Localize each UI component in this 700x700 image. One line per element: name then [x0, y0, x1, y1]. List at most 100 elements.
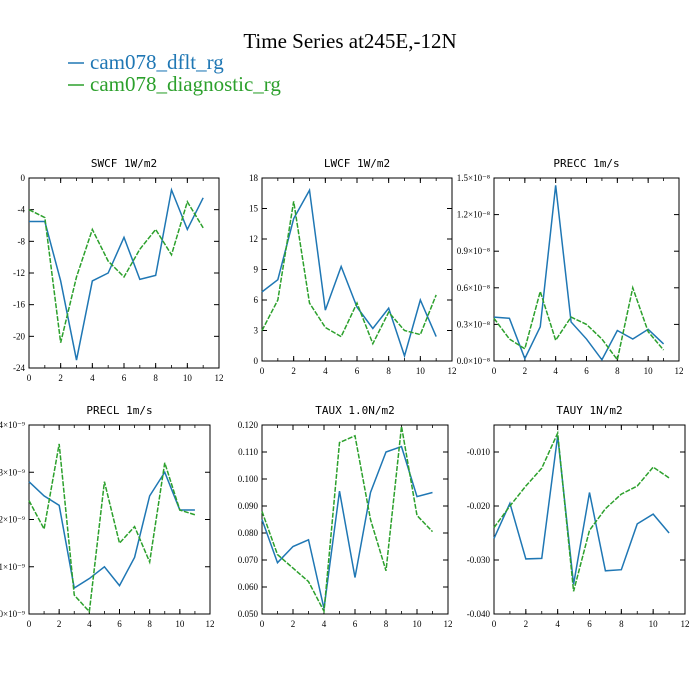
series-line-0 — [493, 435, 670, 585]
figure-legend: cam078_dflt_rg cam078_diagnostic_rg — [68, 50, 281, 96]
x-tick-label: 10 — [183, 373, 193, 383]
y-tick-label: 0.070 — [238, 555, 259, 565]
chart-title: TAUY 1N/m2 — [556, 404, 622, 417]
series-line-0 — [261, 445, 433, 609]
y-tick-label: 1.2×10⁻⁸ — [457, 210, 490, 220]
x-tick-label: 4 — [87, 619, 92, 629]
series-line-1 — [261, 201, 437, 346]
x-tick-label: 8 — [384, 619, 389, 629]
y-tick-label: 0×10⁻⁹ — [0, 609, 25, 619]
series-line-0 — [28, 470, 195, 590]
y-tick-label: 3 — [254, 326, 259, 336]
chart-panel-1: LWCF 1W/m2 0 2 4 6 8 10 12 0 3 6 9 12 15 18 — [249, 157, 457, 376]
plot-frame — [261, 177, 453, 362]
x-tick-label: 8 — [153, 373, 158, 383]
y-tick-label: 0.090 — [238, 501, 259, 511]
chart-panel-2: PRECC 1m/s 0 2 4 6 8 10 12 0.0×10⁻⁸ 0.3×10⁻⁸ 0.6×1… — [457, 157, 684, 376]
x-tick-label: 0 — [260, 619, 265, 629]
x-tick-label: 6 — [117, 619, 122, 629]
y-tick-label: 3×10⁻⁹ — [0, 467, 25, 477]
chart-panel-5: TAUY 1N/m2 0 2 4 6 8 10 12 -0.010 -0.020 -0.030 -0.… — [467, 404, 690, 629]
y-tick-label: 2×10⁻⁹ — [0, 515, 25, 525]
legend-label-0: cam078_dflt_rg — [90, 50, 224, 74]
x-tick-label: 10 — [644, 366, 654, 376]
x-tick-label: 6 — [584, 366, 589, 376]
x-tick-label: 12 — [448, 366, 457, 376]
y-tick-label: -0.040 — [467, 609, 491, 619]
series-line-0 — [261, 187, 437, 359]
x-tick-label: 0 — [492, 619, 497, 629]
x-tick-label: 4 — [322, 619, 327, 629]
y-tick-label: 6 — [254, 295, 259, 305]
y-tick-label: 9 — [254, 265, 259, 275]
x-tick-label: 0 — [260, 366, 265, 376]
y-tick-label: 12 — [249, 234, 258, 244]
chart-panels: SWCF 1W/m2 0 2 4 6 8 10 12 0 -4 -8 -12 -16 -20 -24 LWCF… — [0, 157, 690, 629]
x-tick-label: 2 — [57, 619, 62, 629]
x-tick-label: 12 — [206, 619, 215, 629]
y-tick-label: -24 — [13, 363, 25, 373]
x-tick-label: 12 — [681, 619, 690, 629]
x-tick-label: 12 — [215, 373, 224, 383]
y-tick-label: -12 — [13, 268, 25, 278]
series-line-1 — [28, 199, 204, 343]
x-tick-label: 0 — [492, 366, 497, 376]
x-tick-label: 10 — [416, 366, 426, 376]
x-tick-label: 8 — [386, 366, 391, 376]
chart-title: LWCF 1W/m2 — [324, 157, 390, 170]
x-tick-label: 10 — [649, 619, 659, 629]
x-tick-label: 12 — [444, 619, 453, 629]
x-tick-label: 2 — [291, 619, 296, 629]
x-tick-label: 4 — [90, 373, 95, 383]
y-tick-label: 1.5×10⁻⁸ — [457, 173, 490, 183]
y-tick-label: -16 — [13, 300, 25, 310]
x-tick-label: 6 — [122, 373, 127, 383]
chart-title: TAUX 1.0N/m2 — [315, 404, 394, 417]
x-tick-label: 10 — [413, 619, 423, 629]
y-tick-label: 1×10⁻⁹ — [0, 562, 25, 572]
y-tick-label: -0.010 — [467, 447, 491, 457]
series-line-1 — [261, 426, 434, 614]
x-tick-label: 8 — [619, 619, 624, 629]
y-tick-label: 0.9×10⁻⁸ — [457, 246, 490, 256]
figure-title: Time Series at245E,-12N — [243, 29, 456, 53]
x-tick-label: 2 — [291, 366, 296, 376]
series-line-0 — [493, 185, 665, 362]
chart-title: SWCF 1W/m2 — [91, 157, 157, 170]
y-tick-label: 0 — [21, 173, 26, 183]
y-tick-label: 0.120 — [238, 420, 259, 430]
y-tick-label: 0.100 — [238, 474, 259, 484]
y-tick-label: 0.6×10⁻⁸ — [457, 283, 490, 293]
y-tick-label: -8 — [18, 236, 26, 246]
chart-title: PRECL 1m/s — [86, 404, 152, 417]
plot-frame — [493, 424, 686, 615]
y-tick-label: 18 — [249, 173, 259, 183]
x-tick-label: 2 — [524, 619, 529, 629]
legend-label-1: cam078_diagnostic_rg — [90, 72, 281, 96]
x-tick-label: 4 — [553, 366, 558, 376]
chart-panel-0: SWCF 1W/m2 0 2 4 6 8 10 12 0 -4 -8 -12 -16 -20 -24 — [13, 157, 224, 383]
x-tick-label: 4 — [323, 366, 328, 376]
x-tick-label: 10 — [175, 619, 185, 629]
x-tick-label: 6 — [353, 619, 358, 629]
x-tick-label: 4 — [555, 619, 560, 629]
y-tick-label: 0 — [254, 356, 259, 366]
x-tick-label: 0 — [27, 619, 32, 629]
x-tick-label: 0 — [27, 373, 32, 383]
y-tick-label: 0.080 — [238, 528, 259, 538]
x-tick-label: 8 — [615, 366, 620, 376]
y-tick-label: -0.020 — [467, 501, 491, 511]
y-tick-label: 0.050 — [238, 609, 259, 619]
series-line-1 — [493, 430, 670, 592]
x-tick-label: 6 — [587, 619, 592, 629]
y-tick-label: -4 — [18, 205, 26, 215]
y-tick-label: 4×10⁻⁹ — [0, 420, 25, 430]
plot-frame — [493, 177, 680, 362]
x-tick-label: 8 — [147, 619, 152, 629]
x-tick-label: 2 — [58, 373, 63, 383]
y-tick-label: 0.3×10⁻⁸ — [457, 319, 490, 329]
series-line-0 — [29, 187, 204, 361]
chart-panel-4: TAUX 1.0N/m2 0 2 4 6 8 10 12 0.050 0.060 0.070 0.08… — [238, 404, 453, 629]
y-tick-label: 0.110 — [238, 447, 258, 457]
